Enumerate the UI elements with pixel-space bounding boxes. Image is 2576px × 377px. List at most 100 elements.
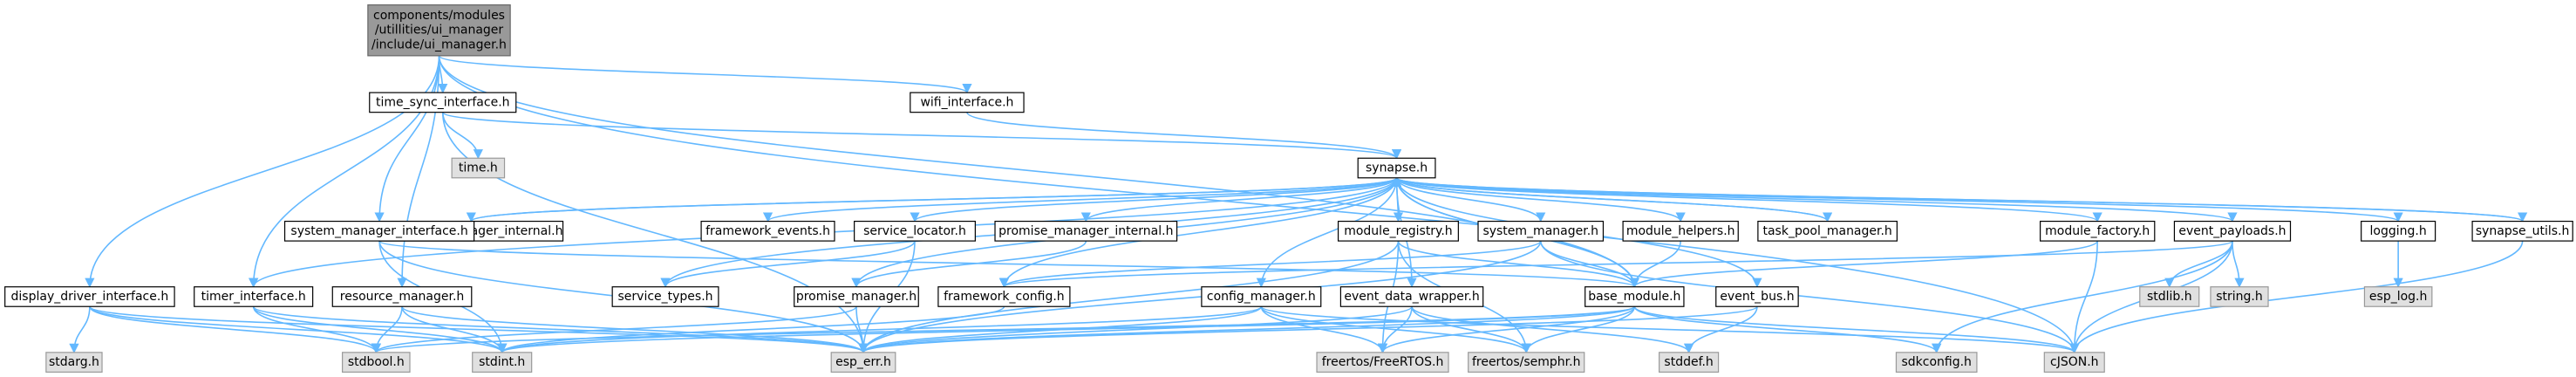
node-logging_h[interactable]: logging.h <box>2361 220 2436 242</box>
node-box-stdarg_h <box>45 352 103 373</box>
node-system_manager_interface_h[interactable]: system_manager_interface.h <box>283 220 475 242</box>
edge-base_module_h-to-sdkconfig_h <box>1633 305 1942 353</box>
node-system_manager_h[interactable]: system_manager.h <box>1477 220 1605 242</box>
node-resource_manager_h[interactable]: resource_manager.h <box>331 286 473 307</box>
node-label-service_locator_h: service_locator.h <box>863 224 966 238</box>
node-event_data_wrapper_h[interactable]: event_data_wrapper.h <box>1339 286 1484 307</box>
node-label-ui_manager_h-2: /include/ui_manager.h <box>371 38 507 52</box>
edge-time_sync_interface_h-to-esp_err_h <box>441 112 869 353</box>
node-box-base_module_h <box>1584 286 1685 307</box>
node-synapse_utils_h[interactable]: synapse_utils.h <box>2471 220 2573 242</box>
node-synapse_h[interactable]: synapse.h <box>1357 157 1436 179</box>
node-box-synapse_utils_h <box>2471 220 2573 242</box>
edge-ui_manager_h-to-wifi_interface_h <box>438 55 972 94</box>
edge-config_manager_h-to-freertos_semphr_h <box>1260 305 1531 353</box>
node-label-stdbool_h: stdbool.h <box>348 355 405 369</box>
node-box-cJSON_h <box>2043 352 2105 373</box>
edge-synapse_h-to-service_locator_h <box>910 177 1398 223</box>
node-event_payloads_h[interactable]: event_payloads.h <box>2173 220 2292 242</box>
node-time_sync_interface_h[interactable]: time_sync_interface.h <box>369 92 517 113</box>
node-label-synapse_h: synapse.h <box>1366 161 1428 175</box>
node-box-freertos_FreeRTOS_h <box>1316 352 1449 373</box>
node-label-synapse_utils_h: synapse_utils.h <box>2476 224 2570 238</box>
node-framework_config_h[interactable]: framework_config.h <box>937 286 1071 307</box>
node-module_helpers_h[interactable]: module_helpers.h <box>1622 220 1739 242</box>
edge-ui_manager_h-to-base_module_h <box>438 55 1639 288</box>
node-box-module_factory_h <box>2040 220 2156 242</box>
edge-event_payloads_h-to-sdkconfig_h <box>1932 241 2233 353</box>
node-label-task_pool_manager_h: task_pool_manager.h <box>1762 224 1891 238</box>
node-wifi_interface_h[interactable]: wifi_interface.h <box>910 92 1025 113</box>
edge-wifi_interface_h-to-synapse_h <box>966 111 1401 160</box>
node-event_bus_h[interactable]: event_bus.h <box>1715 286 1799 307</box>
node-module_factory_h[interactable]: module_factory.h <box>2040 220 2156 242</box>
node-label-module_factory_h: module_factory.h <box>2045 224 2150 238</box>
node-box-esp_log_h <box>2363 286 2433 307</box>
node-cJSON_h: cJSON.h <box>2043 352 2105 373</box>
node-box-stddef_h <box>1659 352 1720 373</box>
node-box-wifi_interface_h <box>910 92 1025 113</box>
node-task_pool_manager_h[interactable]: task_pool_manager.h <box>1757 220 1898 242</box>
edge-synapse_h-to-framework_config_h <box>998 177 1398 288</box>
edge-task_pool_manager_h-to-synapse_h <box>1392 176 1829 223</box>
node-box-promise_manager_h <box>794 286 919 307</box>
node-service_locator_h[interactable]: service_locator.h <box>854 220 976 242</box>
node-stdarg_h: stdarg.h <box>45 352 103 373</box>
node-service_types_h[interactable]: service_types.h <box>611 286 719 307</box>
node-label-framework_config_h: framework_config.h <box>944 290 1065 304</box>
node-timer_interface_h[interactable]: timer_interface.h <box>194 286 314 307</box>
node-config_manager_h[interactable]: config_manager.h <box>1201 286 1322 307</box>
node-label-freertos_FreeRTOS_h: freertos/FreeRTOS.h <box>1322 355 1444 369</box>
edge-time_sync_interface_h-to-synapse_h <box>441 111 1401 160</box>
node-label-timer_interface_h: timer_interface.h <box>201 290 306 304</box>
node-box-service_types_h <box>611 286 719 307</box>
edge-framework_config_h-to-stdint_h <box>497 305 1005 353</box>
node-sdkconfig_h: sdkconfig.h <box>1895 352 1978 373</box>
node-label-event_data_wrapper_h: event_data_wrapper.h <box>1344 290 1479 304</box>
edge-event_bus_h-to-stddef_h <box>1684 306 1758 353</box>
edge-event_payloads_h-to-stdlib_h <box>2164 240 2233 288</box>
node-display_driver_interface_h[interactable]: display_driver_interface.h <box>4 286 175 307</box>
node-box-module_helpers_h <box>1622 220 1739 242</box>
node-ui_manager_h[interactable]: components/modules/utillities/ui_manager… <box>367 4 511 57</box>
node-box-system_manager_interface_h <box>283 220 475 242</box>
node-label-ui_manager_h-0: components/modules <box>373 9 505 23</box>
node-freertos_semphr_h: freertos/semphr.h <box>1468 352 1585 373</box>
node-label-ui_manager_h-1: /utillities/ui_manager <box>375 24 504 38</box>
node-base_module_h[interactable]: base_module.h <box>1584 286 1685 307</box>
node-box-service_locator_h <box>854 220 976 242</box>
node-label-time_h: time.h <box>459 161 498 175</box>
node-box-module_registry_h <box>1337 220 1459 242</box>
edge-synapse_h-to-framework_events_h <box>763 177 1398 223</box>
edge-timer_interface_h-to-esp_err_h <box>252 305 869 353</box>
edge-ui_manager_h-to-timer_interface_h <box>249 55 440 288</box>
node-box-string_h <box>2210 286 2269 307</box>
node-box-synapse_h <box>1357 157 1436 179</box>
edge-system_manager_h-to-framework_config_h <box>999 240 1542 288</box>
edge-synapse_h-to-promise_manager_internal_h <box>1080 177 1398 223</box>
node-box-event_bus_h <box>1715 286 1799 307</box>
edge-display_driver_interface_h-to-stdbool_h <box>89 305 381 353</box>
node-label-resource_manager_h: resource_manager.h <box>340 290 465 304</box>
node-label-service_types_h: service_types.h <box>618 290 713 304</box>
node-box-event_payloads_h <box>2173 220 2292 242</box>
node-stdlib_h: stdlib.h <box>2139 286 2200 307</box>
node-label-cJSON_h: cJSON.h <box>2050 355 2099 369</box>
edge-ui_manager_h-to-resource_manager_h <box>397 55 440 288</box>
node-box-system_manager_h <box>1477 220 1605 242</box>
node-box-timer_interface_h <box>194 286 314 307</box>
node-box-task_pool_manager_h <box>1757 220 1898 242</box>
node-module_registry_h[interactable]: module_registry.h <box>1337 220 1459 242</box>
edge-display_driver_interface_h-to-stdint_h <box>89 305 508 353</box>
node-stdint_h: stdint.h <box>472 352 533 373</box>
node-promise_manager_h[interactable]: promise_manager.h <box>794 286 919 307</box>
node-label-logging_h: logging.h <box>2370 224 2427 238</box>
node-promise_manager_internal_h[interactable]: promise_manager_internal.h <box>994 220 1178 242</box>
node-box-config_manager_h <box>1201 286 1322 307</box>
node-label-framework_events_h: framework_events.h <box>705 224 830 238</box>
node-time_h: time.h <box>451 157 506 179</box>
node-framework_events_h[interactable]: framework_events.h <box>700 220 835 242</box>
node-box-logging_h <box>2361 220 2436 242</box>
edge-resource_manager_h-to-esp_err_h <box>401 305 869 353</box>
